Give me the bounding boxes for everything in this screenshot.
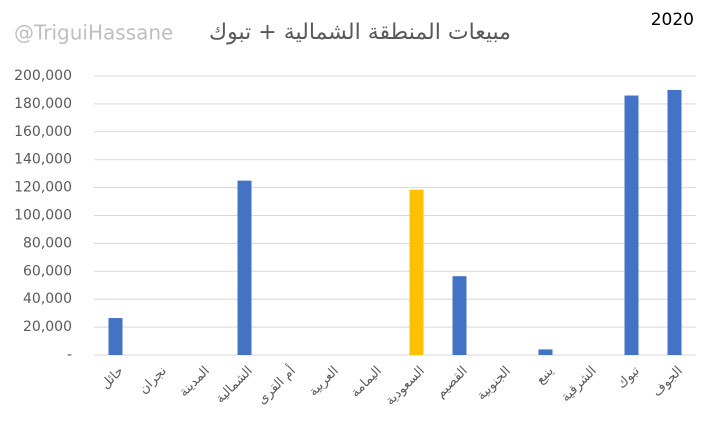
bar xyxy=(538,349,553,355)
y-tick-label: 60,000 xyxy=(23,263,72,279)
year-label: 2020 xyxy=(651,10,694,30)
x-tick-label: الشرقية xyxy=(558,364,599,405)
x-tick-label: ينبع xyxy=(533,363,557,387)
x-tick-label: نجران xyxy=(136,364,169,397)
bar xyxy=(667,89,682,355)
x-tick-label: السعودية xyxy=(383,364,428,409)
x-tick-label: حائل xyxy=(98,364,127,393)
y-tick-label: 140,000 xyxy=(14,152,72,168)
y-tick-label: 160,000 xyxy=(14,124,72,140)
y-tick-label: 20,000 xyxy=(23,319,72,335)
bar xyxy=(452,276,467,355)
y-tick-label: 100,000 xyxy=(14,208,72,224)
y-tick-label: 120,000 xyxy=(14,180,72,196)
x-tick-label: المدينة xyxy=(176,364,212,400)
x-tick-label: تبوك xyxy=(615,363,644,392)
y-tick-label: 40,000 xyxy=(23,291,72,307)
x-tick-label: اليمامة xyxy=(348,364,385,401)
bar xyxy=(624,95,639,355)
x-tick-label: الجوف xyxy=(650,364,686,400)
bar xyxy=(237,180,252,355)
bar xyxy=(108,318,123,355)
x-tick-label: القصيم xyxy=(433,364,470,401)
x-tick-label: الجنوبية xyxy=(474,364,514,404)
x-tick-label: العربية xyxy=(306,364,342,400)
x-tick-label: الشمالية xyxy=(213,364,256,407)
x-tick-label: أم القرى xyxy=(253,362,298,407)
bar xyxy=(409,189,424,355)
y-tick-label: 80,000 xyxy=(23,235,72,251)
y-tick-label: 200,000 xyxy=(14,68,72,84)
chart-title: مبيعات المنطقة الشمالية + تبوك xyxy=(209,20,511,45)
y-tick-label: - xyxy=(67,347,72,363)
y-tick-label: 180,000 xyxy=(14,96,72,112)
watermark: @TriguiHassane xyxy=(14,21,173,45)
